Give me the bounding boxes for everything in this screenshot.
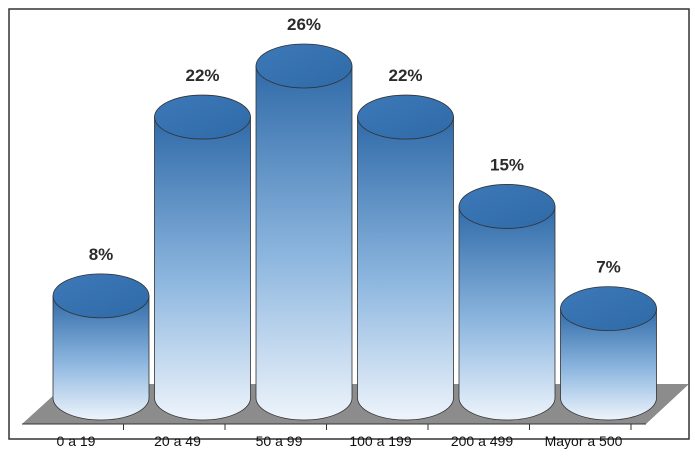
- bar-body-1: [154, 116, 251, 421]
- category-label-5: Mayor a 500: [545, 433, 623, 449]
- bar-top-1: [154, 94, 251, 140]
- bar-4: [458, 184, 556, 421]
- category-label-3: 100 a 199: [349, 433, 411, 449]
- bar-top-5: [560, 286, 657, 332]
- data-label-2: 26%: [287, 15, 321, 34]
- category-label-4: 200 a 499: [451, 433, 513, 449]
- bar-0: [52, 273, 150, 421]
- bar-body-4: [458, 206, 556, 421]
- bar-3: [357, 94, 454, 421]
- bar-5: [560, 286, 657, 421]
- data-label-4: 15%: [490, 155, 524, 174]
- bar-body-5: [560, 308, 657, 421]
- bar-top-4: [458, 184, 556, 229]
- data-label-0: 8%: [89, 245, 114, 264]
- bar-body-3: [357, 116, 454, 421]
- category-label-1: 20 a 49: [154, 433, 201, 449]
- bar-top-0: [52, 273, 150, 319]
- bar-2: [255, 43, 353, 421]
- bar-body-0: [52, 295, 150, 421]
- data-label-1: 22%: [185, 66, 219, 85]
- data-label-5: 7%: [596, 258, 621, 277]
- bar-top-3: [357, 94, 454, 140]
- category-label-0: 0 a 19: [57, 433, 96, 449]
- category-label-2: 50 a 99: [256, 433, 303, 449]
- bar-body-2: [255, 65, 353, 421]
- bar-top-2: [255, 43, 353, 89]
- data-label-3: 22%: [388, 66, 422, 85]
- bar-1: [154, 94, 251, 421]
